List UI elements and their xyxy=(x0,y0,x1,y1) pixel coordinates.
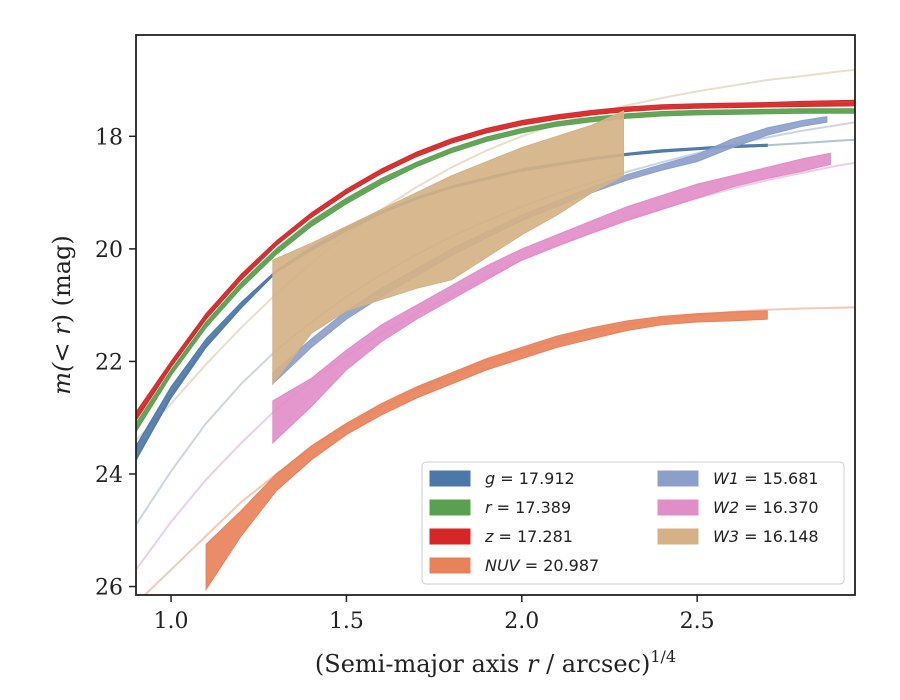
legend-swatch-w1 xyxy=(657,470,699,487)
y-tick-label: 18 xyxy=(95,125,123,150)
plot-frame xyxy=(135,34,856,596)
x-axis-title: (Semi-major axis r / arcsec)1/4 xyxy=(315,647,676,678)
legend-swatch-nuv xyxy=(429,557,471,574)
x-tick-label: 1.0 xyxy=(154,609,189,634)
y-tick-label: 20 xyxy=(95,238,123,263)
data-band-r xyxy=(136,108,855,433)
legend-swatch-g xyxy=(429,470,471,487)
x-tick-label: 1.5 xyxy=(329,609,364,634)
legend-label-nuv: NUV = 20.987 xyxy=(485,556,599,575)
legend-label-w3: W3 = 16.148 xyxy=(713,527,819,546)
legend: g = 17.912 r = 17.389 z = 17.281 NUV = 20.9… xyxy=(421,461,845,585)
legend-label-w1: W1 = 15.681 xyxy=(713,469,819,488)
legend-label-r: r = 17.389 xyxy=(485,498,571,517)
legend-label-g: g = 17.912 xyxy=(485,469,575,488)
y-tick-label: 22 xyxy=(95,350,123,375)
x-tick-label: 2.0 xyxy=(504,609,539,634)
data-band-w2 xyxy=(272,152,831,445)
data-band-z xyxy=(136,99,855,422)
legend-swatch-w2 xyxy=(657,499,699,516)
legend-swatch-w3 xyxy=(657,528,699,545)
x-tick-label: 2.5 xyxy=(680,609,715,634)
data-bands xyxy=(136,99,855,592)
legend-frame xyxy=(421,461,845,585)
plot-area xyxy=(136,68,855,595)
model-curve-z xyxy=(136,102,855,419)
y-axis-title: m(< r) (mag) xyxy=(48,235,76,395)
data-band-w3 xyxy=(272,110,624,386)
legend-items: g = 17.912 r = 17.389 z = 17.281 NUV = 20.9… xyxy=(429,469,819,575)
legend-swatch-r xyxy=(429,499,471,516)
legend-label-z: z = 17.281 xyxy=(484,527,573,546)
axis-ticks: 1.0 1.5 2.0 2.5 18 20 22 24 26 xyxy=(95,125,715,634)
y-tick-label: 24 xyxy=(95,463,123,488)
data-band-nuv xyxy=(205,310,768,592)
legend-label-w2: W2 = 16.370 xyxy=(713,498,819,517)
legend-swatch-z xyxy=(429,528,471,545)
y-tick-label: 26 xyxy=(95,576,123,601)
model-curve-w3 xyxy=(136,68,855,441)
